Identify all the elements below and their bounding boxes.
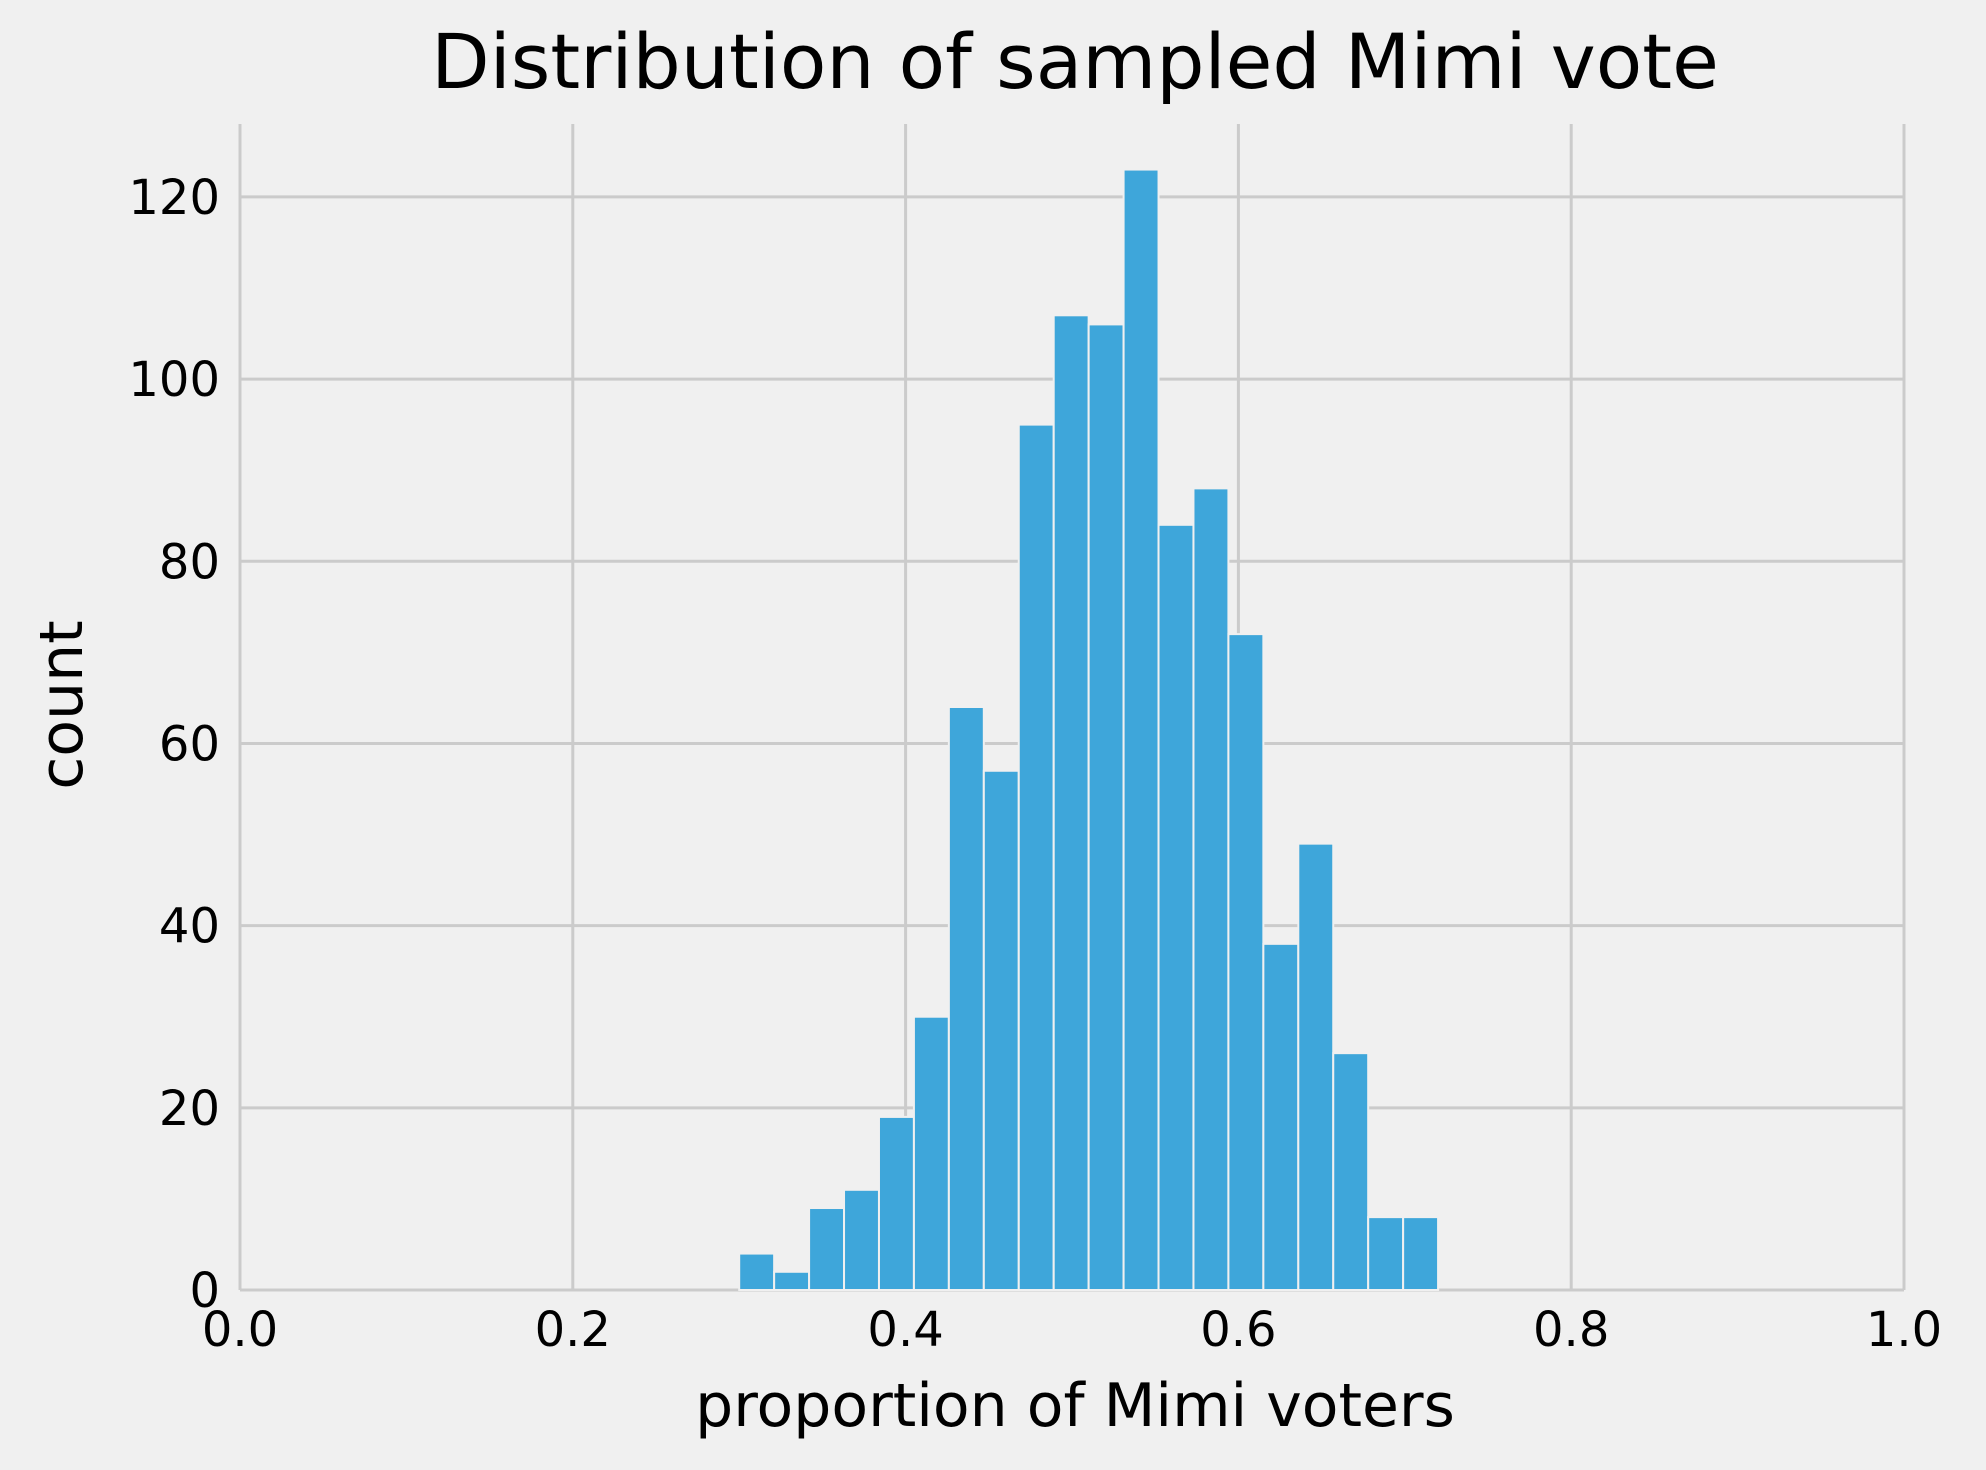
histogram-bar [1017,423,1055,1291]
histogram-bar [1402,1216,1440,1291]
histogram-bar [912,1015,950,1291]
x-tick-label: 0.0 [202,1302,278,1358]
histogram-bar [1192,487,1230,1291]
histogram-bars [738,168,1440,1291]
histogram-bar [982,769,1020,1291]
y-tick-labels: 0 20 40 60 80 100 120 [128,170,220,1319]
histogram-bar [947,706,985,1291]
histogram-bar [1332,1052,1370,1291]
y-tick-label: 100 [128,352,220,408]
histogram-bar [773,1270,811,1291]
y-tick-label: 60 [159,716,220,772]
histogram-bar [843,1188,880,1291]
histogram-bar [1122,168,1160,1291]
y-tick-label: 80 [159,534,220,590]
x-axis-title: proportion of Mimi voters [695,1371,1455,1441]
x-tick-label: 0.6 [1200,1302,1276,1358]
histogram-bar [1087,323,1125,1291]
y-tick-label: 120 [128,170,220,226]
y-tick-label: 40 [159,899,220,955]
histogram-bar [738,1252,776,1291]
y-tick-label: 20 [159,1081,220,1137]
x-tick-label: 1.0 [1866,1302,1942,1358]
x-tick-labels: 0.0 0.2 0.4 0.6 0.8 1.0 [202,1302,1942,1358]
y-axis-title: count [27,620,97,789]
histogram-bar [877,1115,915,1291]
x-tick-label: 0.2 [535,1302,611,1358]
histogram-bar [1157,523,1195,1291]
y-tick-label: 0 [189,1263,220,1319]
histogram-bar [1227,633,1265,1291]
histogram-bar [808,1207,846,1291]
histogram-bar [1262,942,1300,1291]
histogram-bar [1052,314,1090,1291]
histogram-bar [1367,1216,1405,1291]
histogram-bar [1297,842,1335,1291]
x-tick-label: 0.4 [867,1302,943,1358]
x-tick-label: 0.8 [1533,1302,1609,1358]
chart-title: Distribution of sampled Mimi vote [431,17,1719,106]
